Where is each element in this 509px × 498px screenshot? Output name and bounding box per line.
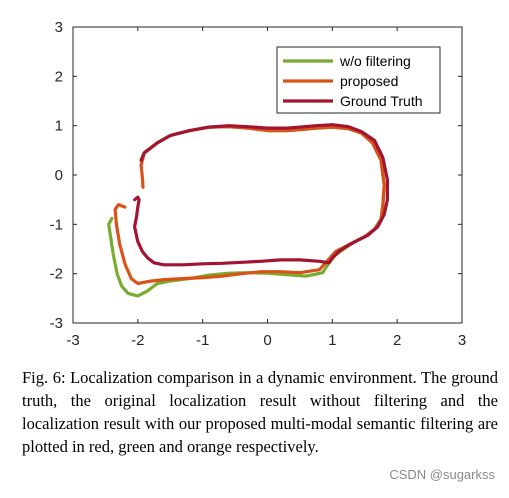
x-tick-label: 2	[393, 332, 401, 349]
localization-chart: -3 -2 -1 0 1 2 3 -3 -2 -1 0 1 2 3 w/o filtering propos…	[50, 19, 467, 349]
series-lines	[107, 123, 389, 298]
x-tick-label: -3	[66, 332, 79, 349]
y-tick-label: 2	[55, 68, 63, 85]
x-tick-label: 3	[458, 332, 466, 349]
y-tick-label: 3	[55, 19, 63, 36]
x-tick-label: -2	[131, 332, 144, 349]
watermark-text: CSDN @sugarkss	[389, 467, 495, 482]
figure-caption: Fig. 6: Localization comparison in a dyn…	[22, 368, 498, 456]
legend-label-1: proposed	[340, 73, 398, 89]
x-tick-label: -1	[196, 332, 209, 349]
y-tick-label: 0	[55, 167, 63, 184]
legend: w/o filtering proposed Ground Truth	[276, 46, 441, 114]
axis-ticks: -3 -2 -1 0 1 2 3 -3 -2 -1 0 1 2 3	[50, 19, 467, 349]
y-tick-label: -3	[50, 315, 63, 332]
series-line-1	[113, 125, 386, 286]
series-line-0	[107, 125, 386, 298]
y-tick-label: 1	[55, 118, 63, 135]
x-tick-label: 1	[328, 332, 336, 349]
plot-frame	[72, 26, 463, 324]
x-tick-label: 0	[263, 332, 271, 349]
y-tick-label: -2	[50, 266, 63, 283]
y-tick-label: -1	[50, 216, 63, 233]
legend-label-2: Ground Truth	[340, 93, 423, 109]
series-line-2	[133, 123, 389, 267]
legend-label-0: w/o filtering	[339, 53, 411, 69]
